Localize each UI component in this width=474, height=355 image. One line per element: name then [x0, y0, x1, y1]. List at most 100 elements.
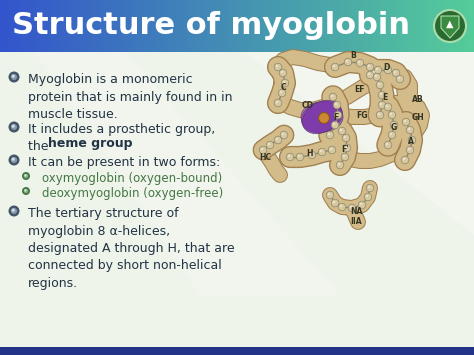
Bar	[82, 0, 83, 52]
Bar	[341, 0, 342, 52]
Bar	[152, 0, 153, 52]
Bar	[197, 0, 198, 52]
Bar	[228, 0, 229, 52]
Circle shape	[401, 156, 409, 164]
Circle shape	[9, 71, 19, 82]
Bar	[6, 0, 7, 52]
Bar	[101, 0, 102, 52]
Text: AB: AB	[412, 95, 424, 104]
Bar	[470, 0, 471, 52]
Bar	[69, 0, 70, 52]
Bar	[0, 347, 474, 355]
Bar	[179, 0, 180, 52]
Bar	[451, 0, 452, 52]
Bar	[328, 0, 329, 52]
Bar	[369, 0, 370, 52]
Bar	[329, 0, 330, 52]
Bar	[343, 0, 344, 52]
Bar	[230, 0, 231, 52]
Circle shape	[342, 134, 350, 142]
Bar	[241, 0, 242, 52]
Bar	[260, 0, 261, 52]
Bar	[92, 0, 93, 52]
Bar	[436, 0, 437, 52]
Circle shape	[318, 148, 326, 156]
Circle shape	[346, 60, 348, 62]
Circle shape	[280, 91, 282, 93]
Bar	[358, 0, 359, 52]
Bar	[463, 0, 464, 52]
Bar	[139, 0, 140, 52]
Bar	[389, 0, 390, 52]
Bar	[177, 0, 178, 52]
Circle shape	[406, 126, 414, 134]
Bar	[321, 0, 322, 52]
Bar	[339, 0, 340, 52]
Bar	[319, 0, 320, 52]
Bar	[416, 0, 417, 52]
Bar	[337, 0, 338, 52]
Bar	[125, 0, 126, 52]
Bar	[62, 0, 63, 52]
Bar	[44, 0, 45, 52]
Circle shape	[394, 71, 396, 73]
Bar	[156, 0, 157, 52]
Bar	[148, 0, 149, 52]
Text: The tertiary structure of
myoglobin 8 α-helices,
designated A through H, that ar: The tertiary structure of myoglobin 8 α-…	[28, 207, 235, 290]
Bar	[314, 0, 315, 52]
Bar	[333, 0, 334, 52]
Circle shape	[368, 73, 370, 75]
Bar	[88, 0, 89, 52]
Bar	[433, 0, 434, 52]
Bar	[302, 0, 303, 52]
Circle shape	[356, 59, 364, 67]
Bar	[466, 0, 467, 52]
Text: F: F	[333, 113, 338, 121]
Circle shape	[392, 69, 400, 77]
Bar	[429, 0, 430, 52]
Bar	[108, 0, 109, 52]
Bar	[104, 0, 105, 52]
Bar	[111, 0, 112, 52]
Bar	[201, 0, 202, 52]
Circle shape	[276, 138, 278, 140]
Circle shape	[343, 144, 351, 152]
Bar	[448, 0, 449, 52]
Bar	[265, 0, 266, 52]
Circle shape	[334, 111, 342, 119]
Bar	[288, 0, 289, 52]
Bar	[239, 0, 240, 52]
Circle shape	[320, 150, 322, 152]
Circle shape	[338, 163, 340, 165]
Bar	[25, 0, 26, 52]
Bar	[316, 0, 317, 52]
Bar	[116, 0, 117, 52]
Circle shape	[386, 68, 388, 70]
Bar	[271, 0, 272, 52]
Bar	[469, 0, 470, 52]
Bar	[282, 0, 283, 52]
Bar	[159, 0, 160, 52]
Bar	[129, 0, 130, 52]
Bar	[207, 0, 208, 52]
Bar	[112, 0, 113, 52]
Bar	[454, 0, 455, 52]
Bar	[258, 0, 259, 52]
Text: Structure of myoglobin: Structure of myoglobin	[12, 11, 410, 40]
Bar	[444, 0, 445, 52]
Bar	[178, 0, 179, 52]
Bar	[223, 0, 224, 52]
Circle shape	[22, 172, 30, 180]
Bar	[107, 0, 108, 52]
Bar	[295, 0, 296, 52]
Bar	[74, 0, 75, 52]
Bar	[268, 0, 269, 52]
Bar	[130, 0, 131, 52]
Bar	[198, 0, 199, 52]
Circle shape	[24, 174, 27, 176]
Bar	[162, 0, 163, 52]
Text: IIA: IIA	[350, 218, 362, 226]
Circle shape	[378, 91, 386, 99]
Bar	[70, 0, 71, 52]
Circle shape	[11, 158, 15, 161]
